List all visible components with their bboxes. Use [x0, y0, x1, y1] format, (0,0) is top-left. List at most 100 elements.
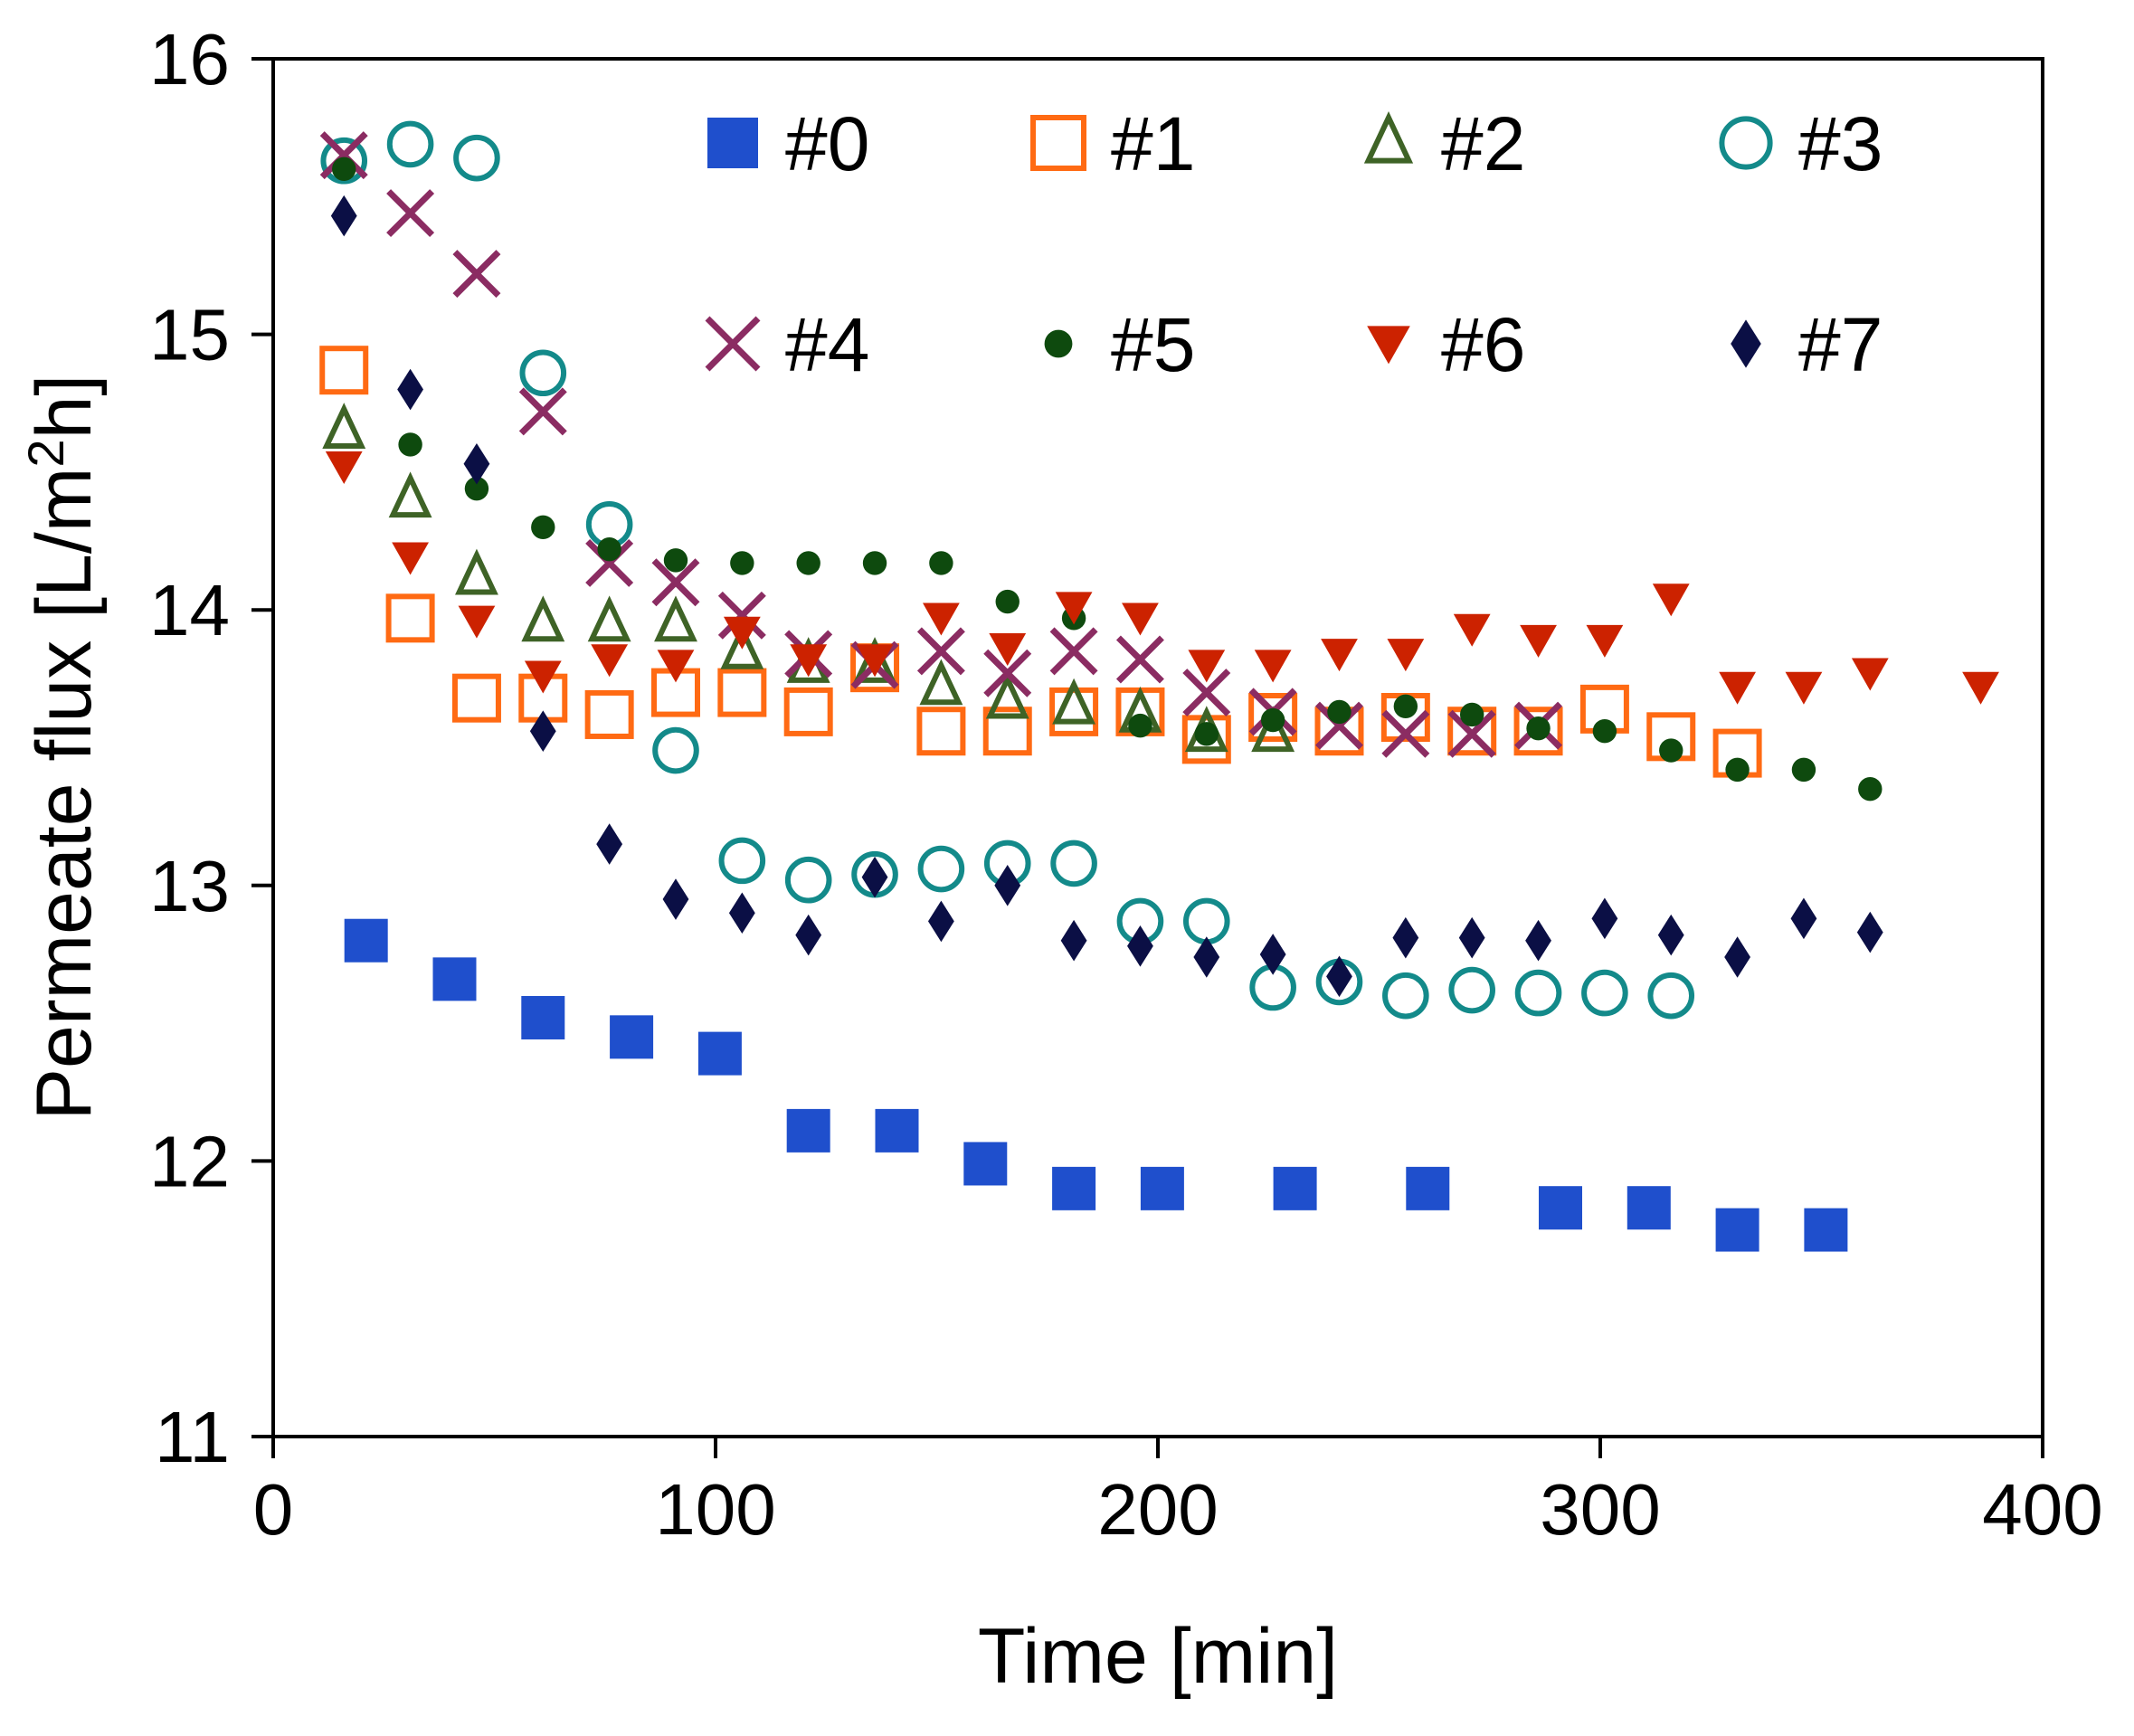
legend-item: #3 [1719, 101, 1883, 186]
data-point [875, 1108, 919, 1153]
data-point [1657, 914, 1684, 956]
data-point [717, 668, 767, 717]
data-point [1458, 916, 1485, 959]
x-tick-label: 200 [1097, 1469, 1218, 1550]
data-point [1851, 658, 1889, 691]
data-point [455, 548, 498, 595]
data-points [319, 120, 1999, 1252]
data-point [1182, 897, 1230, 945]
data-point [1060, 919, 1087, 962]
data-point [1520, 624, 1557, 658]
data-point [1715, 1208, 1759, 1252]
data-point [397, 368, 423, 411]
legend-label: #2 [1441, 101, 1525, 186]
data-point [995, 589, 1020, 614]
data-point [1581, 969, 1628, 1017]
legend-label: #0 [785, 101, 869, 186]
legend-marker [1363, 110, 1414, 164]
data-point [790, 644, 828, 678]
data-point [1724, 936, 1750, 978]
legend: #0 #1 #2 #3 #4 #5 #6 #7 [705, 101, 1883, 387]
y-tick-label: 15 [149, 295, 230, 375]
legend-item: #1 [1030, 101, 1195, 186]
series-6 [325, 451, 1999, 705]
data-point [1115, 635, 1164, 684]
data-point [587, 595, 631, 642]
data-point [521, 595, 565, 642]
data-point [718, 837, 766, 885]
data-point [654, 595, 697, 642]
y-axis-title: Permeate flux [L/m2h] [17, 375, 108, 1121]
data-point [386, 189, 435, 238]
series-4 [319, 131, 1563, 758]
data-point [1459, 702, 1484, 727]
data-point [453, 134, 500, 182]
data-point [1321, 639, 1358, 672]
data-point [1259, 934, 1286, 975]
data-point [1627, 1186, 1671, 1230]
data-point [1513, 707, 1563, 756]
legend-label: #4 [785, 302, 869, 387]
data-point [1052, 678, 1096, 725]
data-point [651, 558, 700, 607]
data-point [464, 476, 489, 501]
data-point [720, 622, 764, 669]
data-point [385, 593, 435, 643]
y-tick-label: 11 [155, 1397, 230, 1477]
data-point [783, 687, 833, 736]
data-point [1122, 602, 1159, 636]
data-point [1326, 955, 1352, 998]
data-point [1182, 669, 1231, 717]
data-point [1785, 671, 1823, 705]
data-point [320, 137, 368, 185]
data-point [1453, 613, 1491, 647]
data-point [963, 1142, 1008, 1186]
data-point [919, 659, 963, 706]
data-point [916, 707, 966, 756]
data-point [985, 672, 1029, 719]
x-tick-label: 400 [1982, 1469, 2102, 1550]
series-0 [344, 918, 1848, 1252]
data-point [591, 644, 629, 678]
y-tick-label: 12 [149, 1121, 230, 1201]
data-point [1526, 716, 1551, 741]
legend-marker [1731, 319, 1761, 368]
data-point [319, 346, 369, 395]
data-point [1188, 650, 1226, 683]
legend-item: #2 [1363, 101, 1525, 186]
data-point [861, 856, 888, 898]
data-point [1049, 627, 1098, 676]
legend-label: #6 [1441, 302, 1525, 387]
legend-item: #4 [705, 302, 869, 387]
data-point [344, 918, 388, 963]
legend-marker [1719, 116, 1773, 170]
data-point [1592, 719, 1617, 744]
x-tick-label: 0 [253, 1469, 294, 1550]
legend-marker [1030, 115, 1086, 171]
data-point [916, 627, 965, 676]
legend-item: #5 [1044, 302, 1195, 387]
data-point [1719, 671, 1756, 705]
data-point [1248, 692, 1298, 742]
data-point [853, 637, 896, 683]
legend-marker [1044, 329, 1073, 358]
data-point [386, 120, 434, 168]
x-tick-label: 100 [655, 1469, 775, 1550]
legend-marker [1367, 326, 1410, 365]
data-point [1273, 1166, 1317, 1210]
data-point [717, 591, 766, 640]
data-point [917, 845, 965, 893]
data-point [432, 957, 477, 1001]
data-point [1586, 624, 1624, 658]
data-point [322, 403, 366, 450]
plot-area-frame [271, 57, 2044, 1438]
data-point [728, 892, 755, 934]
legend-label: #7 [1798, 302, 1883, 387]
data-point [929, 551, 953, 575]
data-point [927, 900, 954, 943]
data-point [1652, 583, 1690, 617]
data-point [524, 660, 562, 694]
data-point [585, 538, 634, 587]
data-point [922, 602, 960, 636]
data-point [856, 644, 894, 678]
